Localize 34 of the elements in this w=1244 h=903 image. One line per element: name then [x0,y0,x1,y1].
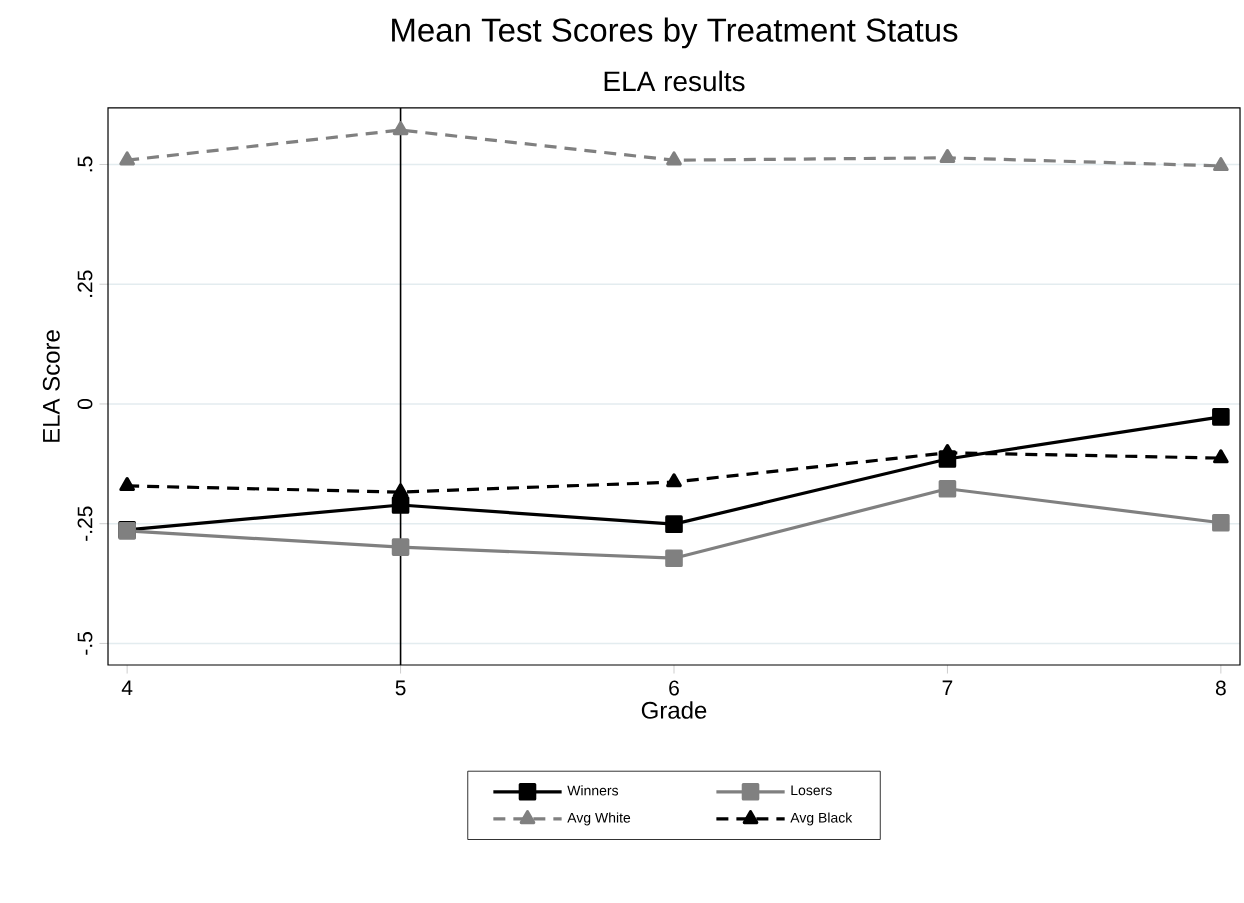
point [1212,408,1230,426]
y-tick-label: -.25 [77,506,93,541]
point [665,549,683,567]
point [938,479,957,498]
point [666,473,682,488]
point [666,151,682,166]
legend-label: Losers [791,785,832,796]
chart-subtitle: ELA results [604,70,745,92]
x-tick-label: 5 [395,680,406,696]
y-tick-label: 0 [77,398,93,409]
x-tick-label: 7 [942,680,953,696]
point [939,148,956,163]
legend-label: Avg White [567,812,631,826]
point [119,151,135,166]
x-tick-label: 8 [1215,680,1226,696]
point [392,483,409,498]
point [1213,157,1229,172]
y-tick-label: .25 [77,270,93,297]
point [392,121,409,136]
point [119,477,135,492]
point [665,515,683,533]
point [391,538,410,556]
y-axis-title: ELA Score [42,330,60,442]
point [391,496,410,514]
x-tick-label: 4 [121,680,133,696]
x-tick-label: 6 [669,680,679,696]
point [1213,449,1229,464]
y-tick-label: .5 [77,156,93,172]
legend-label: Avg Black [790,812,853,826]
chart-title: Mean Test Scores by Treatment Status [392,17,958,49]
legend-label: Winners [567,785,619,796]
y-tick-label: -.5 [77,632,93,655]
x-axis-title: Grade [641,701,707,719]
point [1212,513,1230,532]
